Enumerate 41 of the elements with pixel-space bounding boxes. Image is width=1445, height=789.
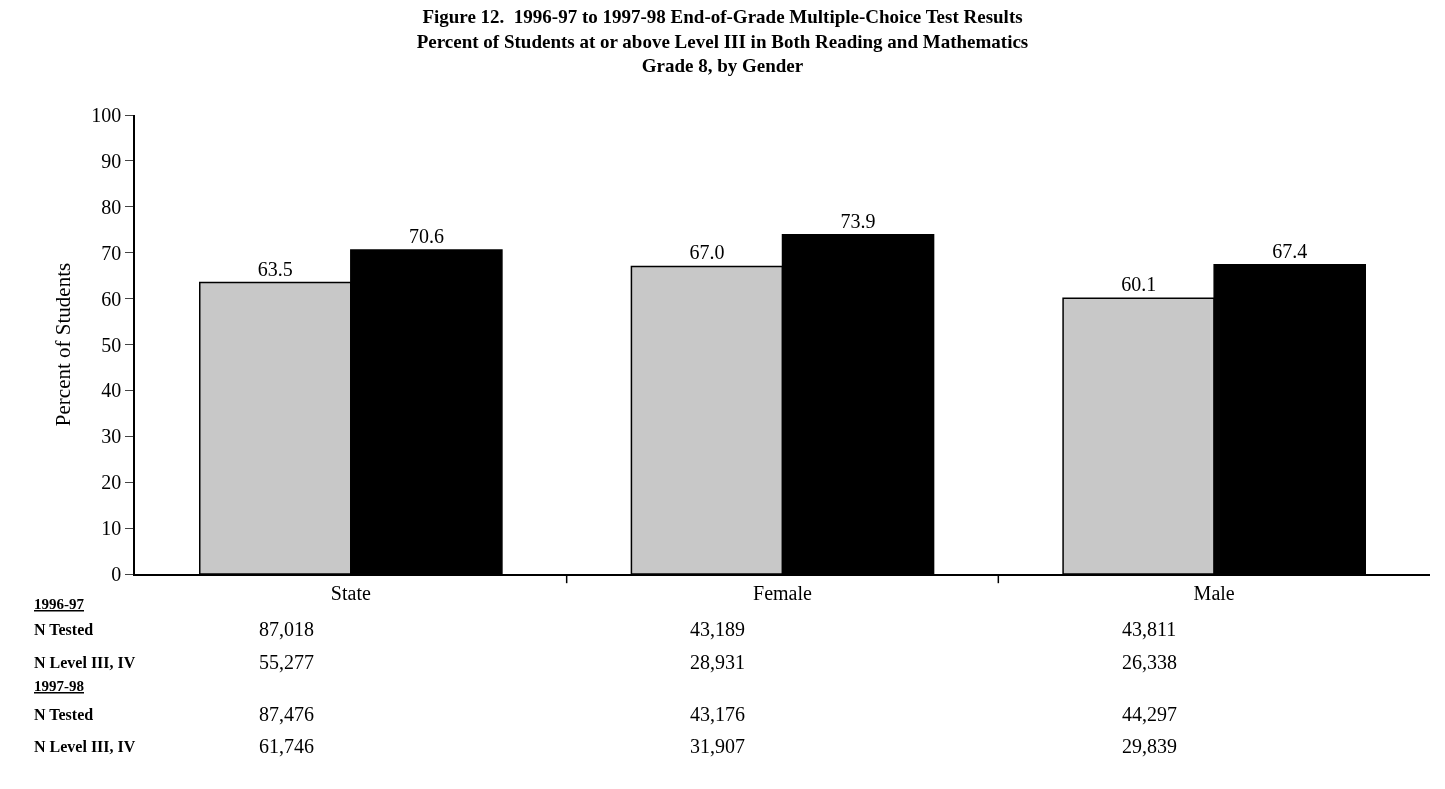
- y-tick-label: 60: [101, 287, 122, 310]
- text: 26,338: [1122, 651, 1177, 673]
- text: 28,931: [690, 651, 745, 673]
- data-label: 67.0: [689, 241, 725, 264]
- text: N Tested: [34, 706, 94, 723]
- text: 43,811: [1122, 618, 1177, 640]
- text: 87,018: [259, 618, 314, 640]
- y-tick-label: 100: [91, 104, 122, 126]
- data-label: 60.1: [1121, 273, 1157, 296]
- y-tick-label: 80: [101, 195, 122, 218]
- y-axis-title: Percent of Students: [50, 262, 75, 427]
- data-label: 70.6: [408, 224, 444, 247]
- text: 43,189: [690, 618, 745, 640]
- data-label: 73.9: [840, 209, 876, 232]
- text: 31,907: [690, 735, 745, 757]
- chart-title: Figure 12. 1996-97 to 1997-98 End-of-Grade Multiple-Choice Test Results: [422, 5, 1023, 27]
- data-label: 67.4: [1272, 239, 1308, 262]
- x-tick-label: State: [330, 581, 371, 604]
- text: N Level III, IV: [34, 738, 136, 755]
- text: N Level III, IV: [34, 654, 136, 671]
- x-tick-label: Female: [753, 581, 813, 604]
- text: 61,746: [259, 735, 314, 757]
- y-tick-label: 10: [101, 517, 122, 540]
- text: 1996-97: [34, 596, 85, 612]
- y-tick-label: 90: [101, 149, 122, 172]
- y-tick-label: 30: [101, 425, 122, 448]
- chart-subtitle: Percent of Students at or above Level III in Both Reading and Mathematics Grade 8, by Gender: [416, 30, 1029, 77]
- y-tick-label: 40: [101, 379, 122, 402]
- y-tick-label: 20: [101, 471, 122, 494]
- text: N Tested: [34, 621, 94, 638]
- text: 44,297: [1122, 703, 1177, 725]
- x-tick-label: Male: [1193, 581, 1235, 604]
- y-tick-label: 50: [101, 333, 122, 356]
- y-tick-label: 0: [111, 563, 122, 585]
- y-tick-label: 70: [101, 241, 122, 264]
- text: 87,476: [259, 703, 314, 725]
- text: 55,277: [259, 651, 314, 673]
- text: 29,839: [1122, 735, 1177, 757]
- data-label: 63.5: [257, 257, 293, 280]
- text: 1997-98: [34, 678, 84, 694]
- text: 43,176: [690, 703, 745, 725]
